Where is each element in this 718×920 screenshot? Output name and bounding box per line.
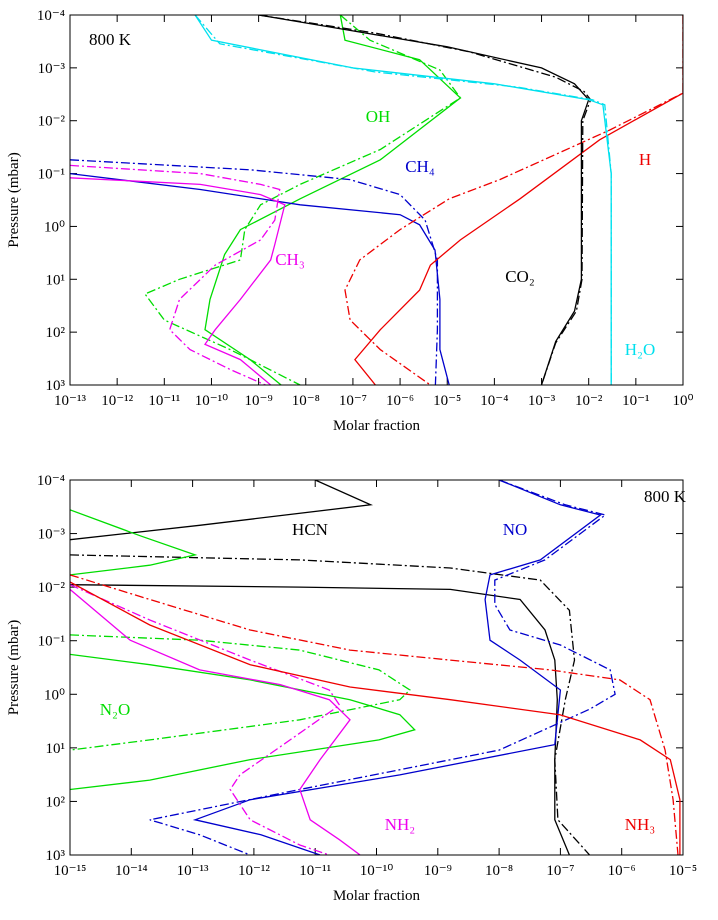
y-tick-label: 10⁻³: [38, 527, 66, 543]
species-label: OH: [366, 107, 391, 126]
x-tick-label: 10⁻¹⁵: [54, 863, 87, 879]
y-axis-title: Pressure (mbar): [6, 152, 22, 247]
x-tick-label: 10⁻¹²: [101, 393, 133, 409]
y-tick-label: 10³: [46, 378, 66, 394]
x-tick-label: 10⁻⁹: [424, 863, 452, 879]
profile-line: [143, 15, 462, 385]
profile-line: [354, 15, 683, 385]
profile-line: [70, 634, 411, 751]
x-tick-label: 10⁻²: [575, 393, 603, 409]
profile-line: [258, 15, 590, 385]
x-tick-label: 10⁻³: [528, 393, 556, 409]
profile-line: [344, 15, 683, 385]
annotation: 800 K: [644, 487, 687, 506]
plot-frame: [69, 479, 684, 856]
y-tick-label: 10⁰: [44, 219, 65, 235]
y-tick-label: 10⁻²: [38, 580, 66, 596]
y-tick-label: 10⁻⁴: [37, 473, 65, 489]
profile-line: [204, 15, 462, 385]
species-label: CO₂: [505, 267, 535, 286]
y-tick-label: 10¹: [46, 272, 66, 288]
plot-frame: [69, 14, 684, 386]
profile-line: [70, 584, 341, 855]
x-tick-label: 10⁻¹⁰: [195, 393, 228, 409]
y-tick-label: 10¹: [46, 741, 66, 757]
x-tick-label: 10⁻¹¹: [148, 393, 180, 409]
y-tick-label: 10⁻²: [38, 114, 66, 130]
profile-line: [70, 480, 571, 855]
x-tick-label: 10⁻⁵: [433, 393, 461, 409]
y-tick-label: 10⁻³: [38, 61, 66, 77]
species-label: HCN: [292, 520, 328, 539]
species-label: H₂O: [625, 340, 655, 359]
annotation: 800 K: [89, 30, 132, 49]
x-tick-label: 10⁻⁵: [669, 863, 697, 879]
profile-line: [70, 509, 416, 791]
species-label: NO: [503, 520, 528, 539]
x-tick-label: 10⁻⁸: [292, 393, 320, 409]
y-axis-title: Pressure (mbar): [6, 620, 22, 715]
profile-line: [192, 480, 602, 855]
x-tick-label: 10⁻¹³: [177, 863, 209, 879]
profile-line: [194, 15, 612, 385]
profile-line: [70, 581, 681, 855]
x-tick-label: 10⁻⁷: [546, 863, 574, 879]
x-tick-label: 10⁻⁹: [245, 393, 273, 409]
x-tick-label: 10⁻¹⁰: [360, 863, 393, 879]
species-label: NH₂: [385, 815, 415, 834]
plot-area: [70, 480, 681, 855]
species-label: CH₄: [405, 157, 435, 176]
x-tick-label: 10⁰: [672, 393, 693, 409]
x-tick-label: 10⁻¹³: [54, 393, 86, 409]
x-tick-label: 10⁻¹: [622, 393, 649, 409]
y-tick-label: 10²: [46, 794, 66, 810]
y-tick-label: 10⁻¹: [38, 634, 65, 650]
species-label: NH₃: [625, 815, 656, 834]
species-label: N₂O: [100, 700, 130, 719]
x-tick-label: 10⁻⁶: [608, 863, 636, 879]
profile-line: [149, 480, 616, 855]
x-tick-label: 10⁻⁶: [386, 393, 414, 409]
y-tick-label: 10⁻¹: [38, 167, 65, 183]
y-tick-label: 10²: [46, 325, 66, 341]
profile-line: [194, 15, 612, 385]
x-tick-label: 10⁻⁸: [485, 863, 513, 879]
species-label: H: [639, 150, 651, 169]
x-axis-title: Molar fraction: [333, 888, 421, 904]
plot-area: [70, 15, 683, 385]
profile-line: [70, 177, 286, 385]
profile-line: [70, 164, 281, 385]
y-tick-label: 10³: [46, 848, 66, 864]
x-axis-title: Molar fraction: [333, 418, 421, 434]
species-label: CH₃: [275, 250, 305, 269]
y-tick-label: 10⁰: [44, 687, 65, 703]
profile-line: [70, 574, 679, 855]
panel: 10⁻¹³ 10⁻¹² 10⁻¹¹ 10⁻¹⁰ 10⁻⁹ 10⁻⁸ 10⁻⁷ 10⁻⁶ 10⁻⁵…: [6, 8, 694, 434]
profile-line: [70, 588, 361, 855]
x-tick-label: 10⁻¹⁴: [115, 863, 148, 879]
x-tick-label: 10⁻¹²: [238, 863, 270, 879]
x-tick-label: 10⁻¹¹: [299, 863, 331, 879]
y-tick-label: 10⁻⁴: [37, 8, 65, 24]
profile-line: [70, 554, 591, 855]
x-tick-label: 10⁻⁷: [339, 393, 367, 409]
profile-line: [70, 172, 450, 385]
panel: 10⁻¹⁵ 10⁻¹⁴ 10⁻¹³ 10⁻¹² 10⁻¹¹ 10⁻¹⁰ 10⁻⁹ 10⁻⁸ 10…: [6, 473, 697, 904]
profile-line: [258, 15, 592, 385]
x-tick-label: 10⁻⁴: [480, 393, 508, 409]
